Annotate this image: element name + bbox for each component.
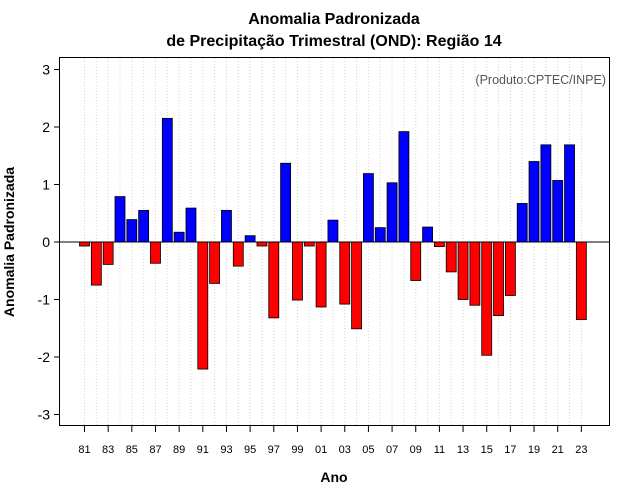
x-tick-label: 99	[291, 444, 303, 456]
y-tick-label: -1	[38, 292, 51, 308]
x-tick-label: 21	[552, 444, 564, 456]
bar-10	[422, 226, 433, 243]
bar-03	[339, 241, 351, 305]
bar-07	[386, 182, 398, 243]
plot-frame	[59, 57, 610, 426]
bar-13	[457, 241, 469, 300]
bars	[79, 117, 587, 370]
bar-05	[363, 173, 374, 243]
y-tick-label: 2	[42, 119, 50, 135]
bar-98	[280, 162, 292, 243]
bar-94	[232, 241, 244, 267]
credit-annotation: (Produto:CPTEC/INPE)	[475, 73, 606, 87]
bar-21	[552, 180, 564, 243]
chart-subtitle: de Precipitação Trimestral (OND): Região…	[166, 33, 501, 50]
x-tick-label: 89	[173, 444, 185, 456]
bar-95	[244, 235, 256, 243]
x-tick-label: 93	[220, 444, 232, 456]
x-tick-label: 81	[78, 444, 90, 456]
bar-84	[114, 196, 126, 243]
bar-81	[79, 241, 90, 247]
bar-96	[256, 241, 268, 247]
y-tick-label: -2	[38, 349, 51, 365]
bar-19	[528, 161, 540, 243]
x-tick-label: 11	[434, 444, 445, 456]
bar-85	[126, 219, 138, 243]
bar-15	[481, 241, 493, 356]
bar-01	[315, 241, 327, 308]
bar-04	[351, 241, 362, 330]
bar-99	[292, 241, 303, 301]
bar-91	[197, 241, 209, 370]
bar-82	[90, 241, 102, 286]
bar-93	[221, 209, 232, 243]
y-axis-title: Anomalia Padronizada	[1, 167, 17, 317]
x-tick-label: 83	[102, 444, 114, 456]
y-tick-label: -3	[38, 407, 51, 423]
bar-02	[327, 219, 339, 243]
bar-11	[433, 241, 445, 247]
y-tick-label: 3	[42, 62, 50, 78]
bar-97	[268, 241, 280, 319]
x-tick-label: 05	[362, 444, 374, 456]
x-tick-label: 85	[126, 444, 138, 456]
bar-90	[185, 207, 197, 243]
x-tick-label: 91	[197, 444, 209, 456]
x-tick-label: 19	[528, 444, 540, 456]
x-tick-label: 87	[149, 444, 161, 456]
x-tick-label: 09	[410, 444, 422, 456]
chart-title: Anomalia Padronizada	[248, 11, 420, 28]
bar-88	[161, 117, 173, 243]
x-tick-label: 07	[386, 444, 398, 456]
x-tick-label: 01	[315, 444, 327, 456]
bar-86	[138, 209, 150, 243]
bar-20	[540, 144, 552, 243]
y-tick-label: 0	[42, 234, 50, 250]
x-tick-label: 15	[481, 444, 493, 456]
y-axis-ticks: -3 -2 -1 0 1 2 3	[38, 62, 60, 423]
x-tick-label: 03	[339, 444, 351, 456]
bar-06	[374, 227, 386, 243]
x-tick-label: 95	[244, 444, 256, 456]
x-axis-ticks: 81 83 85 87 89 91 93 95 97 99 01 03 05 07 09 11 13 15 17 19…	[78, 426, 587, 456]
bar-14	[469, 241, 481, 306]
x-tick-label: 13	[457, 444, 469, 456]
bar-12	[445, 241, 457, 273]
bar-09	[410, 241, 422, 281]
bar-08	[398, 131, 410, 243]
y-tick-label: 1	[42, 177, 50, 193]
x-tick-label: 23	[575, 444, 587, 456]
bar-92	[209, 241, 221, 284]
bar-17	[504, 241, 516, 296]
bar-22	[564, 144, 575, 243]
x-tick-label: 17	[504, 444, 516, 456]
bar-18	[516, 203, 528, 243]
bar-83	[102, 241, 114, 265]
bar-23	[575, 241, 587, 321]
bar-16	[493, 241, 504, 316]
bar-89	[173, 231, 185, 243]
x-tick-label: 97	[268, 444, 280, 456]
bar-87	[150, 241, 161, 264]
x-axis-title: Ano	[320, 469, 347, 485]
bar-00	[303, 241, 315, 247]
